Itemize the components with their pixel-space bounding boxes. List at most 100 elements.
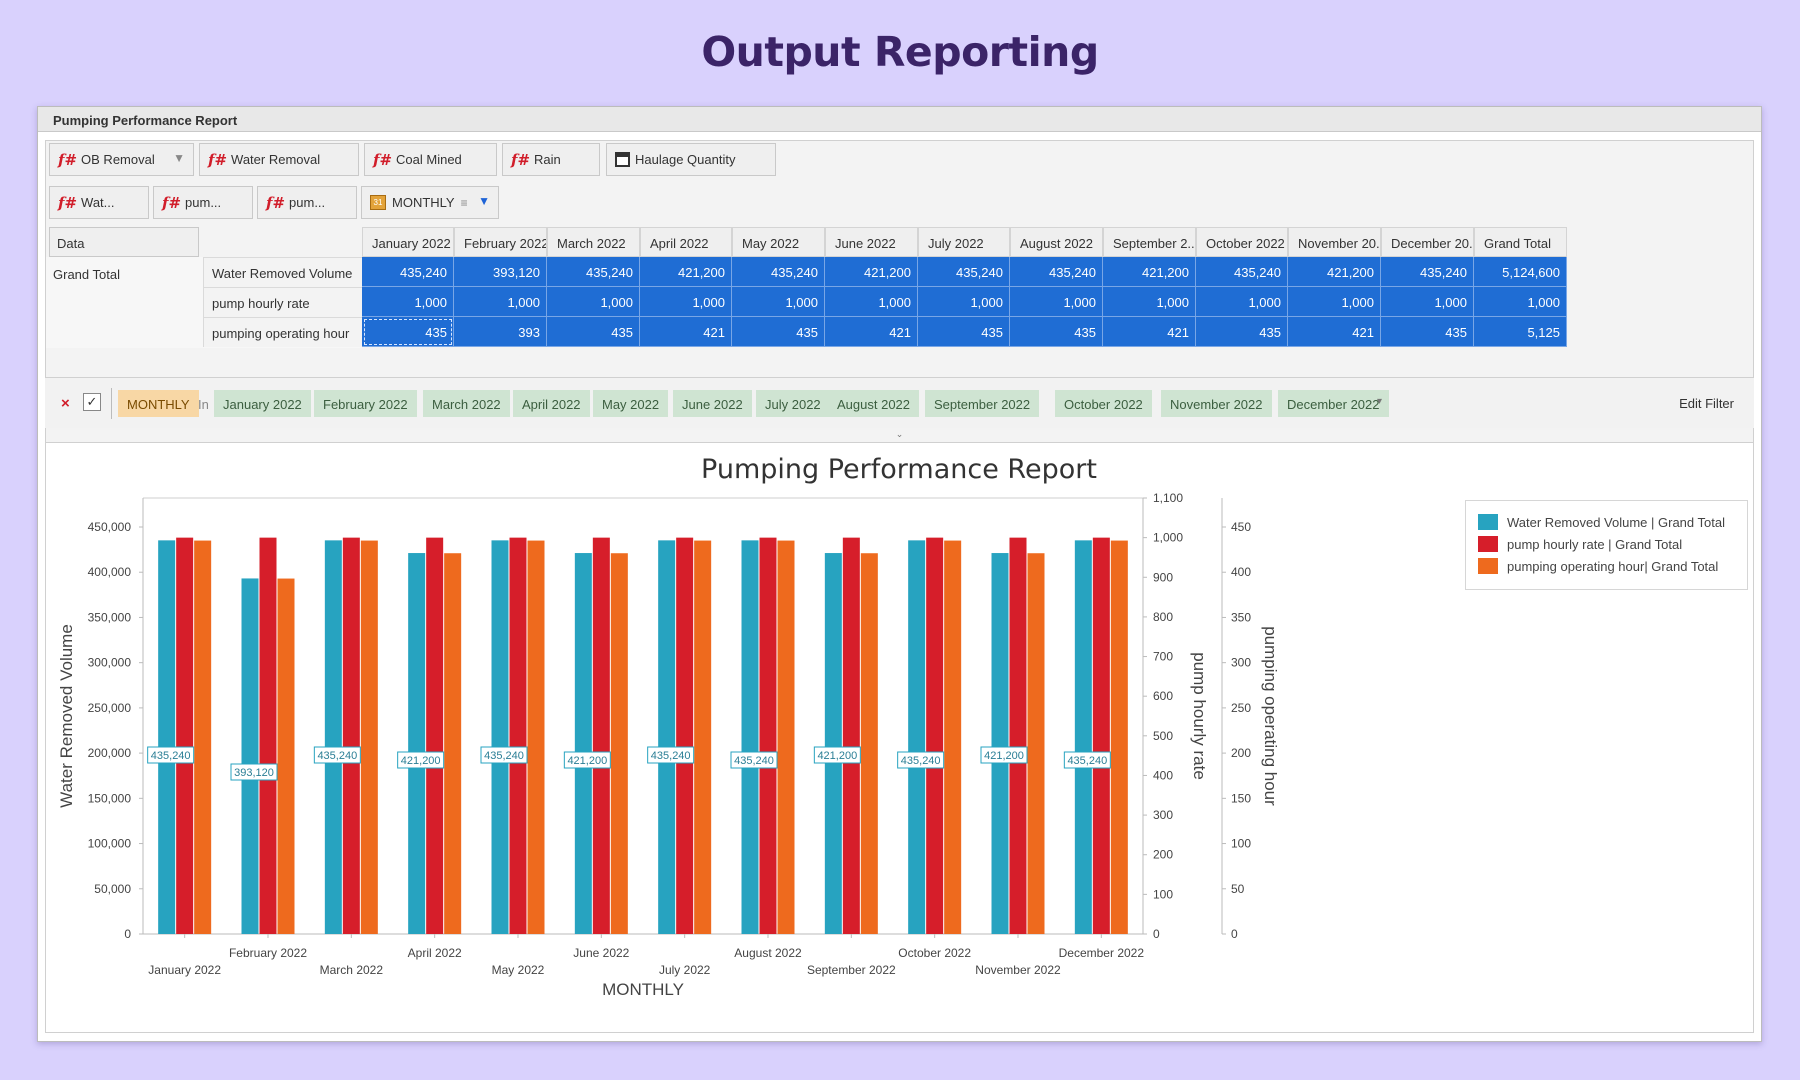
- column-header[interactable]: Grand Total: [1474, 227, 1567, 257]
- field-coal-mined[interactable]: f# Coal Mined: [364, 143, 497, 176]
- filter-icon[interactable]: ▼: [173, 151, 185, 165]
- table-cell[interactable]: 1,000: [454, 287, 547, 317]
- filter-value-token[interactable]: March 2022: [423, 390, 510, 417]
- table-cell[interactable]: 435: [362, 317, 454, 347]
- column-header[interactable]: January 2022: [362, 227, 454, 257]
- enable-filter-checkbox[interactable]: ✓: [83, 393, 101, 411]
- filter-value-token[interactable]: December 2022: [1278, 390, 1389, 417]
- table-cell[interactable]: 421: [825, 317, 918, 347]
- field-pump-hours[interactable]: f# pum...: [257, 186, 357, 219]
- y3-tick-label: 200: [1231, 746, 1251, 760]
- table-cell[interactable]: 1,000: [732, 287, 825, 317]
- window-title: Pumping Performance Report: [38, 107, 1761, 132]
- field-label: pum...: [289, 195, 326, 210]
- table-cell[interactable]: 435,240: [362, 257, 454, 287]
- table-cell[interactable]: 1,000: [1474, 287, 1567, 317]
- bar-operating-hour: [694, 540, 712, 934]
- filter-value-token[interactable]: January 2022: [214, 390, 311, 417]
- filter-value-token[interactable]: July 2022: [756, 390, 830, 417]
- table-cell[interactable]: 393: [454, 317, 547, 347]
- edit-filter-button[interactable]: Edit Filter: [1679, 396, 1734, 411]
- table-cell[interactable]: 435,240: [547, 257, 640, 287]
- table-cell[interactable]: 435: [918, 317, 1010, 347]
- filter-value-token[interactable]: April 2022: [513, 390, 590, 417]
- table-cell[interactable]: 1,000: [1381, 287, 1474, 317]
- table-cell[interactable]: 421,200: [1103, 257, 1196, 287]
- filter-operator[interactable]: In: [198, 397, 209, 412]
- table-cell[interactable]: 435: [732, 317, 825, 347]
- table-cell[interactable]: 435: [547, 317, 640, 347]
- field-water-volume[interactable]: f# Wat...: [49, 186, 149, 219]
- table-cell[interactable]: 435,240: [732, 257, 825, 287]
- field-monthly[interactable]: 31 MONTHLY ≡ ▼: [361, 186, 499, 219]
- column-header[interactable]: November 20...: [1288, 227, 1381, 257]
- filter-icon[interactable]: ▼: [478, 194, 490, 208]
- filter-value-token[interactable]: May 2022: [593, 390, 669, 417]
- column-header[interactable]: September 2...: [1103, 227, 1196, 257]
- table-cell[interactable]: 1,000: [547, 287, 640, 317]
- table-cell[interactable]: 1,000: [1196, 287, 1288, 317]
- column-header[interactable]: May 2022: [732, 227, 825, 257]
- filter-bar: × ✓ MONTHLY In January 2022 February 2022 Ma…: [45, 377, 1754, 428]
- row-header[interactable]: Water Removed Volume: [203, 257, 362, 287]
- field-haulage-quantity[interactable]: Haulage Quantity: [606, 143, 776, 176]
- bar-pump-rate: [592, 537, 610, 934]
- table-cell[interactable]: 1,000: [825, 287, 918, 317]
- filter-value-token[interactable]: September 2022: [925, 390, 1040, 417]
- table-cell[interactable]: 5,124,600: [1474, 257, 1567, 287]
- filter-value-token[interactable]: October 2022: [1055, 390, 1152, 417]
- column-header[interactable]: October 2022: [1196, 227, 1288, 257]
- table-cell[interactable]: 435,240: [1196, 257, 1288, 287]
- field-pump-rate[interactable]: f# pum...: [153, 186, 253, 219]
- data-header[interactable]: Data: [49, 227, 199, 257]
- field-ob-removal[interactable]: f# OB Removal ▼: [49, 143, 194, 176]
- chevron-down-icon[interactable]: ▾: [1377, 396, 1383, 407]
- x-tick-label: September 2022: [807, 963, 896, 977]
- filter-value-token[interactable]: June 2022: [673, 390, 752, 417]
- table-cell[interactable]: 435: [1196, 317, 1288, 347]
- filter-value-token[interactable]: August 2022: [828, 390, 920, 417]
- table-cell[interactable]: 1,000: [640, 287, 732, 317]
- table-cell[interactable]: 421,200: [1288, 257, 1381, 287]
- table-cell[interactable]: 435: [1381, 317, 1474, 347]
- column-header[interactable]: August 2022: [1010, 227, 1103, 257]
- table-cell[interactable]: 1,000: [362, 287, 454, 317]
- column-header[interactable]: December 20...: [1381, 227, 1474, 257]
- table-cell[interactable]: 435,240: [1381, 257, 1474, 287]
- table-cell[interactable]: 5,125: [1474, 317, 1567, 347]
- table-cell[interactable]: 421,200: [825, 257, 918, 287]
- column-header[interactable]: July 2022: [918, 227, 1010, 257]
- y3-axis-label: pumping operating hour: [1261, 626, 1280, 806]
- bar-water-volume: [1074, 540, 1092, 934]
- filter-field-token[interactable]: MONTHLY: [118, 390, 199, 417]
- column-header[interactable]: February 2022: [454, 227, 547, 257]
- table-cell[interactable]: 1,000: [1103, 287, 1196, 317]
- formula-icon: f#: [58, 150, 78, 169]
- column-header[interactable]: April 2022: [640, 227, 732, 257]
- table-cell[interactable]: 421: [1103, 317, 1196, 347]
- field-water-removal[interactable]: f# Water Removal: [199, 143, 359, 176]
- filter-value-token[interactable]: November 2022: [1161, 390, 1272, 417]
- formula-icon: f#: [373, 150, 393, 169]
- table-cell[interactable]: 435: [1010, 317, 1103, 347]
- row-header[interactable]: pump hourly rate: [203, 287, 362, 317]
- table-cell[interactable]: 1,000: [1288, 287, 1381, 317]
- table-cell[interactable]: 435,240: [1010, 257, 1103, 287]
- table-cell[interactable]: 1,000: [1010, 287, 1103, 317]
- sort-icon[interactable]: ≡: [460, 195, 468, 210]
- splitter[interactable]: ⌄: [895, 429, 904, 439]
- y3-tick-label: 350: [1231, 610, 1251, 624]
- table-cell[interactable]: 435,240: [918, 257, 1010, 287]
- column-header[interactable]: June 2022: [825, 227, 918, 257]
- bar-pump-rate: [342, 537, 360, 934]
- row-header[interactable]: pumping operating hour: [203, 317, 362, 347]
- filter-value-token[interactable]: February 2022: [314, 390, 417, 417]
- table-cell[interactable]: 393,120: [454, 257, 547, 287]
- clear-filter-icon[interactable]: ×: [61, 395, 70, 412]
- table-cell[interactable]: 421: [1288, 317, 1381, 347]
- table-cell[interactable]: 421: [640, 317, 732, 347]
- table-cell[interactable]: 421,200: [640, 257, 732, 287]
- column-header[interactable]: March 2022: [547, 227, 640, 257]
- field-rain[interactable]: f# Rain: [502, 143, 600, 176]
- table-cell[interactable]: 1,000: [918, 287, 1010, 317]
